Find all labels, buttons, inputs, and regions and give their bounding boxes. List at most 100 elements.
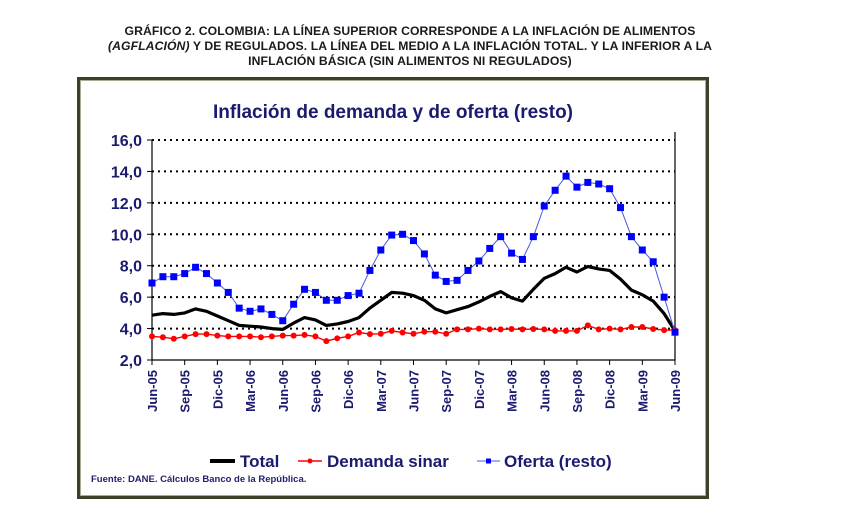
oferta-point: [464, 266, 472, 274]
demanda-point: [225, 333, 232, 340]
x-tick-label: Dic-06: [341, 370, 356, 409]
oferta-point: [453, 276, 461, 284]
oferta-point: [508, 249, 516, 257]
series-oferta-resto: [148, 172, 679, 336]
demanda-point: [388, 327, 395, 334]
demanda-point: [475, 325, 482, 332]
demanda-point: [214, 332, 221, 339]
x-tick-label: Mar-09: [635, 370, 650, 412]
oferta-point: [595, 180, 603, 188]
demanda-point: [301, 331, 308, 338]
x-tick-label: Dic-07: [472, 370, 487, 409]
oferta-point: [355, 289, 363, 297]
oferta-point: [213, 279, 221, 287]
x-tick-label: Jun-09: [668, 370, 683, 412]
demanda-point: [573, 327, 580, 334]
x-tick-label: Sep-06: [308, 370, 323, 413]
oferta-point: [301, 285, 309, 293]
oferta-point: [388, 231, 396, 239]
oferta-point: [399, 230, 407, 238]
x-tick-label: Mar-07: [374, 370, 389, 412]
gridlines: [152, 139, 675, 330]
demanda-point: [410, 330, 417, 337]
caption-line-2-text: Y DE REGULADOS. LA LÍNEA DEL MEDIO A LA …: [189, 39, 713, 53]
oferta-point: [311, 288, 319, 296]
demanda-point: [170, 335, 177, 342]
oferta-point: [442, 277, 450, 285]
x-tick-label: Jun-08: [537, 370, 552, 412]
demanda-point: [159, 334, 166, 341]
demanda-point: [149, 333, 155, 340]
demanda-point: [541, 326, 548, 333]
oferta-point: [279, 317, 287, 325]
x-tick-label: Dic-05: [210, 370, 225, 409]
oferta-point: [420, 250, 428, 258]
demanda-point: [661, 327, 668, 334]
demanda-point: [530, 326, 537, 333]
legend: Total Demanda sinar Oferta (resto): [210, 452, 612, 471]
oferta-point: [159, 273, 167, 281]
x-tick-label: Sep-05: [178, 370, 193, 413]
chart-title: Inflación de demanda y de oferta (resto): [213, 102, 573, 123]
oferta-point: [268, 310, 276, 318]
y-tick-label: 6,0: [120, 290, 142, 307]
legend-label: Oferta (resto): [504, 452, 612, 471]
demanda-point: [279, 332, 286, 339]
series-layer: [148, 172, 679, 345]
axes: [147, 132, 676, 365]
demanda-point: [290, 332, 297, 339]
oferta-point: [366, 266, 374, 274]
y-tick-label: 8,0: [120, 259, 142, 276]
demanda-point: [486, 326, 493, 333]
oferta-point: [486, 244, 494, 252]
series-total: [151, 264, 677, 332]
demanda-point: [443, 330, 450, 337]
demanda-point: [595, 326, 602, 333]
oferta-point: [322, 296, 330, 304]
oferta-point: [671, 328, 679, 336]
legend-item: Total: [210, 452, 279, 471]
oferta-point: [290, 300, 298, 308]
x-tick-label: Sep-08: [570, 370, 585, 413]
y-tick-labels: 2,0 4,0 6,0 8,0 10,0 12,0 14,0 16,0: [111, 133, 142, 370]
caption-line-2: (AGFLACIÓN) Y DE REGULADOS. LA LÍNEA DEL…: [40, 39, 780, 54]
oferta-point: [627, 233, 635, 241]
demanda-point: [236, 333, 243, 340]
legend-label: Total: [240, 452, 279, 471]
demanda-point: [203, 331, 210, 338]
oferta-point: [497, 233, 505, 241]
demanda-point: [497, 326, 504, 333]
y-tick-label: 14,0: [111, 164, 142, 181]
oferta-point: [540, 202, 548, 210]
y-tick-label: 2,0: [120, 353, 142, 370]
oferta-point: [344, 292, 352, 300]
y-tick-label: 4,0: [120, 322, 142, 339]
chart-frame: [77, 77, 709, 499]
demanda-point: [650, 326, 657, 333]
oferta-line: [151, 175, 676, 333]
oferta-point: [148, 279, 156, 287]
y-tick-label: 12,0: [111, 196, 142, 213]
oferta-point: [551, 186, 559, 194]
demanda-point: [377, 330, 384, 337]
demanda-point: [247, 333, 254, 340]
demanda-point: [268, 333, 275, 340]
oferta-point: [181, 270, 189, 278]
demanda-point: [399, 329, 406, 336]
demanda-point: [628, 324, 635, 330]
oferta-point: [257, 305, 265, 313]
demanda-point: [552, 327, 559, 334]
demanda-point: [584, 322, 591, 329]
demanda-point: [606, 325, 613, 332]
demanda-point: [192, 331, 199, 338]
oferta-point: [573, 183, 581, 191]
caption-line-3: INFLACIÓN BÁSICA (SIN ALIMENTOS NI REGUL…: [248, 54, 572, 68]
figure-caption: GRÁFICO 2. COLOMBIA: LA LÍNEA SUPERIOR C…: [40, 24, 780, 69]
demanda-point: [345, 333, 352, 340]
demanda-point: [432, 328, 439, 335]
demanda-point: [312, 333, 319, 340]
x-tick-label: Sep-07: [439, 370, 454, 413]
oferta-point: [518, 255, 526, 263]
oferta-point: [638, 246, 646, 254]
